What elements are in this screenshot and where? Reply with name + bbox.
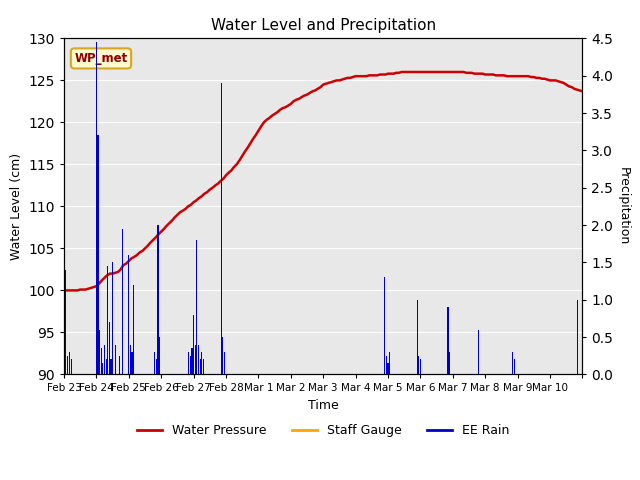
Bar: [133, 285, 134, 374]
Y-axis label: Precipitation: Precipitation: [617, 167, 630, 246]
Bar: [128, 255, 129, 374]
Bar: [478, 330, 479, 374]
Bar: [107, 266, 108, 374]
Text: WP_met: WP_met: [74, 52, 127, 65]
Bar: [418, 356, 419, 374]
Bar: [156, 360, 157, 374]
Bar: [193, 315, 194, 374]
Bar: [196, 240, 197, 374]
Bar: [97, 135, 99, 374]
Bar: [188, 352, 189, 374]
Bar: [71, 360, 72, 374]
Bar: [112, 263, 113, 374]
Bar: [387, 363, 388, 374]
Bar: [109, 322, 110, 374]
Bar: [159, 337, 160, 374]
Bar: [577, 300, 578, 374]
Bar: [224, 352, 225, 374]
Bar: [222, 337, 223, 374]
Bar: [106, 360, 107, 374]
Bar: [67, 356, 68, 374]
Bar: [420, 360, 421, 374]
Y-axis label: Water Level (cm): Water Level (cm): [10, 153, 23, 260]
Bar: [198, 345, 199, 374]
Bar: [102, 363, 104, 374]
Bar: [115, 345, 116, 374]
Bar: [118, 356, 120, 374]
Bar: [100, 348, 102, 374]
Bar: [191, 348, 193, 374]
Legend: Water Pressure, Staff Gauge, EE Rain: Water Pressure, Staff Gauge, EE Rain: [132, 419, 514, 442]
Bar: [512, 352, 513, 374]
Bar: [417, 300, 418, 374]
Bar: [514, 360, 515, 374]
Bar: [99, 330, 100, 374]
Bar: [104, 345, 105, 374]
Bar: [130, 345, 131, 374]
Bar: [122, 229, 123, 374]
X-axis label: Time: Time: [308, 399, 339, 412]
Bar: [389, 352, 390, 374]
Bar: [96, 42, 97, 374]
Bar: [200, 360, 201, 374]
Bar: [65, 270, 66, 374]
Bar: [131, 352, 132, 374]
Bar: [157, 225, 159, 374]
Bar: [201, 352, 202, 374]
Title: Water Level and Precipitation: Water Level and Precipitation: [211, 18, 436, 33]
Bar: [195, 345, 196, 374]
Bar: [203, 360, 204, 374]
Bar: [447, 307, 449, 374]
Bar: [190, 356, 191, 374]
Bar: [154, 352, 156, 374]
Bar: [386, 356, 387, 374]
Bar: [449, 352, 450, 374]
Bar: [69, 352, 70, 374]
Bar: [384, 277, 385, 374]
